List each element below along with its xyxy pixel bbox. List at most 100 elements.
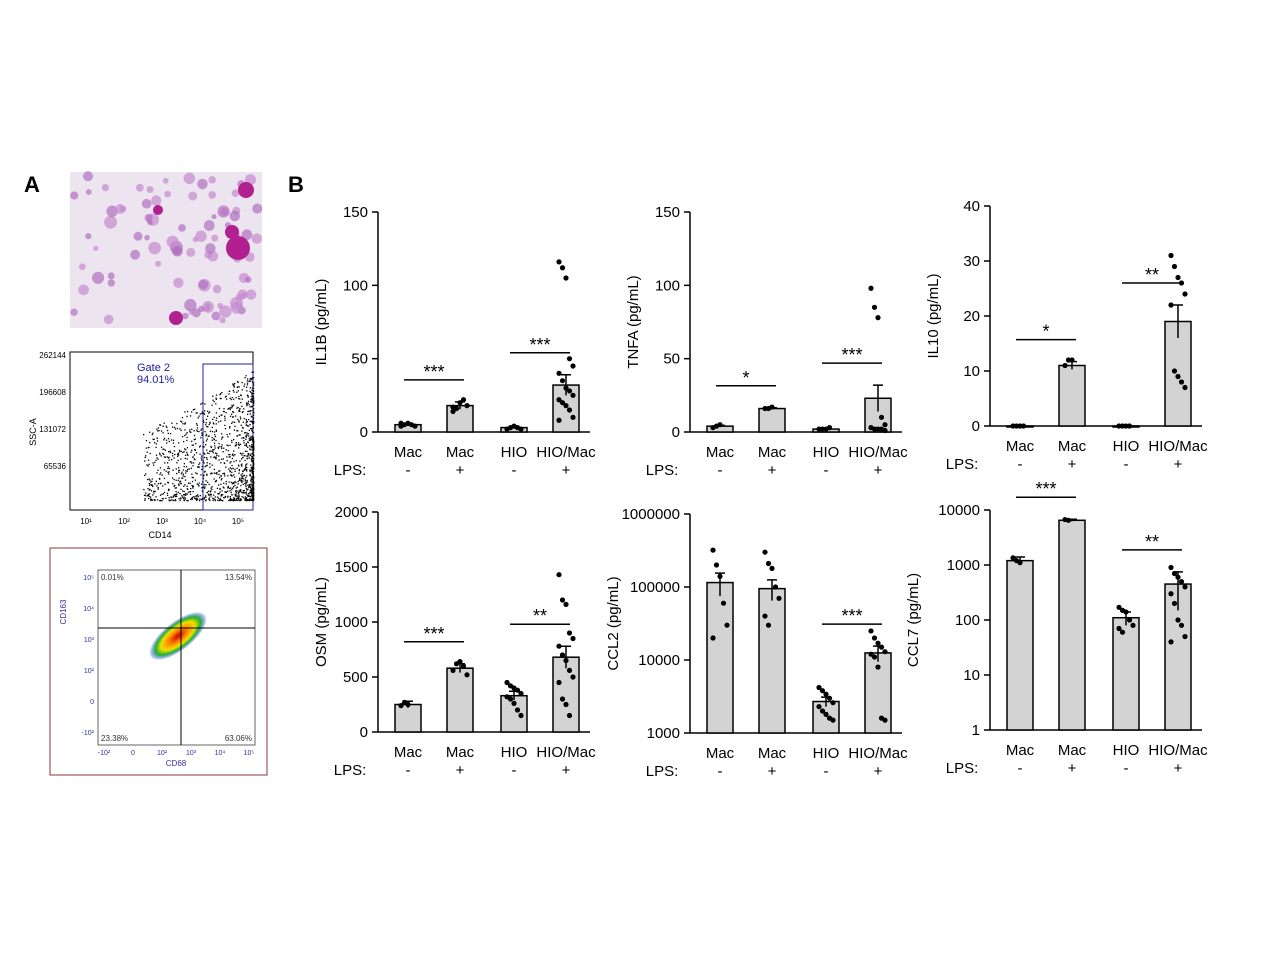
event	[219, 397, 221, 400]
bar	[1058, 519, 1086, 731]
event	[245, 386, 248, 388]
bar	[394, 703, 422, 733]
event	[166, 462, 169, 464]
cell	[151, 195, 162, 206]
event	[148, 497, 150, 500]
event	[245, 469, 248, 471]
event	[148, 463, 150, 465]
cell	[208, 176, 216, 184]
data-point	[720, 600, 727, 606]
event	[181, 416, 184, 419]
cell	[146, 186, 154, 193]
event	[252, 494, 255, 496]
lps-sign: +	[456, 462, 465, 479]
y-axis-label: CCL7 (pg/mL)	[905, 573, 922, 667]
event	[252, 493, 254, 495]
event	[156, 428, 158, 430]
data-point	[819, 708, 826, 714]
event	[206, 473, 208, 475]
cell	[70, 191, 79, 200]
event	[246, 384, 249, 386]
event	[251, 420, 253, 422]
event	[245, 487, 248, 490]
event	[165, 497, 167, 500]
cell	[83, 171, 93, 182]
event	[241, 475, 243, 477]
y-tick-label: 1	[972, 722, 980, 739]
y-tick-label: 150	[655, 204, 680, 221]
event	[190, 487, 192, 490]
event	[233, 498, 235, 500]
event	[201, 487, 203, 489]
event	[168, 499, 170, 501]
event	[250, 496, 252, 498]
event	[250, 491, 253, 493]
data-point	[559, 378, 566, 384]
event	[248, 486, 250, 488]
event	[249, 454, 252, 457]
cell	[164, 190, 171, 198]
data-point	[405, 701, 411, 708]
event	[248, 485, 250, 487]
event	[215, 480, 218, 482]
event	[252, 466, 255, 468]
event	[160, 430, 163, 432]
event	[167, 481, 169, 483]
event	[240, 498, 242, 501]
event	[203, 446, 205, 448]
event	[246, 394, 249, 396]
event	[220, 447, 223, 450]
event	[252, 387, 255, 390]
y-tick-label: 10	[963, 363, 980, 380]
event	[194, 458, 196, 461]
event	[213, 442, 216, 444]
event	[238, 495, 240, 497]
event	[251, 437, 253, 439]
event	[240, 401, 242, 404]
data-point	[1168, 252, 1174, 259]
event	[187, 454, 189, 456]
event	[220, 433, 223, 435]
event	[216, 499, 219, 501]
lps-sign: -	[824, 462, 829, 479]
event	[164, 456, 167, 458]
event	[240, 484, 242, 487]
event	[233, 450, 235, 452]
event	[211, 439, 214, 441]
event	[252, 474, 255, 477]
event	[190, 451, 192, 453]
event	[214, 480, 217, 483]
event	[163, 439, 165, 441]
event	[238, 494, 240, 496]
event	[147, 465, 149, 467]
data-point	[559, 265, 566, 271]
event	[224, 428, 227, 430]
event	[252, 439, 255, 441]
event	[220, 462, 222, 464]
event	[151, 484, 153, 486]
event	[231, 471, 233, 474]
event	[196, 498, 199, 500]
event	[232, 411, 235, 414]
event	[169, 451, 172, 454]
event	[152, 438, 154, 440]
event	[250, 478, 252, 480]
event	[251, 421, 254, 424]
event	[201, 432, 203, 434]
event	[222, 499, 224, 502]
data-point	[830, 717, 836, 723]
data-point	[868, 651, 874, 657]
data-point	[514, 707, 521, 713]
x-tick-label: Mac	[446, 744, 475, 761]
event	[234, 481, 236, 483]
event	[219, 393, 221, 396]
micrograph	[70, 171, 263, 328]
data-point	[1171, 570, 1178, 577]
x-tick-label: Mac	[394, 744, 423, 761]
x-tick-label: 10¹	[80, 517, 92, 526]
event	[253, 454, 255, 456]
event	[233, 460, 235, 463]
event	[252, 422, 255, 425]
event	[236, 486, 239, 488]
event	[241, 465, 243, 467]
